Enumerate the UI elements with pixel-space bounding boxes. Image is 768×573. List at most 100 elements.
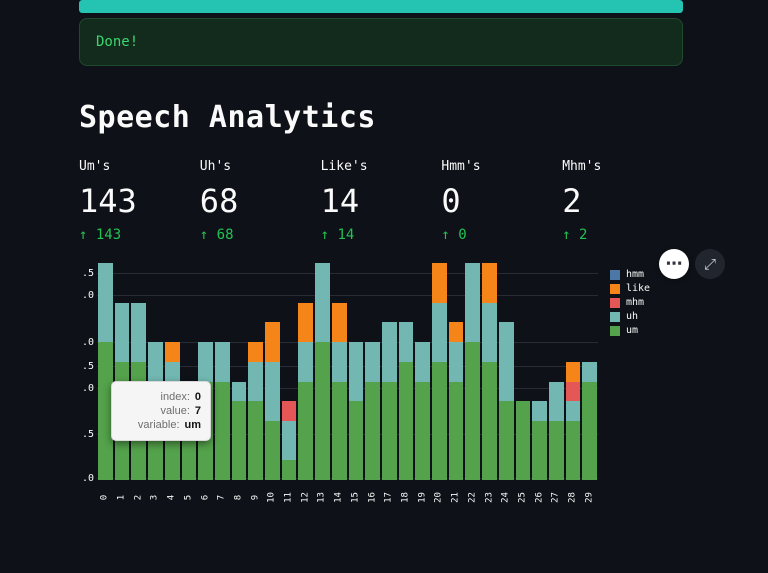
x-tick-label: 22 <box>467 492 478 504</box>
bar-segment-like[interactable] <box>164 342 180 362</box>
stacked-bar-29[interactable] <box>582 263 598 481</box>
bar-segment-like[interactable] <box>248 342 264 362</box>
stacked-bar-8[interactable] <box>231 263 247 481</box>
bar-segment-like[interactable] <box>565 361 581 382</box>
bar-segment-uh[interactable] <box>214 342 230 382</box>
bar-segment-uh[interactable] <box>148 342 163 382</box>
bar-segment-like[interactable] <box>432 263 447 303</box>
bar-segment-uh[interactable] <box>532 401 547 422</box>
stacked-bar-4[interactable] <box>164 263 180 481</box>
stacked-bar-28[interactable] <box>565 263 581 481</box>
bar-segment-um[interactable] <box>465 342 481 481</box>
bar-segment-uh[interactable] <box>448 342 464 382</box>
bar-segment-um[interactable] <box>315 342 330 481</box>
stacked-bar-20[interactable] <box>432 263 447 481</box>
gridline <box>97 273 598 275</box>
bar-segment-uh[interactable] <box>482 302 497 362</box>
bar-segment-um[interactable] <box>432 361 447 481</box>
stacked-bar-0[interactable] <box>98 263 113 481</box>
x-tick-label: 27 <box>550 492 561 504</box>
stacked-bar-5[interactable] <box>181 263 197 481</box>
stacked-bar-7[interactable] <box>214 263 230 481</box>
stacked-bar-17[interactable] <box>381 263 397 481</box>
stacked-bar-15[interactable] <box>348 263 364 481</box>
stacked-bar-21[interactable] <box>448 263 464 481</box>
bar-segment-um[interactable] <box>498 401 514 481</box>
stacked-bar-9[interactable] <box>248 263 264 481</box>
bar-segment-uh[interactable] <box>265 361 280 422</box>
bar-segment-uh[interactable] <box>114 302 130 362</box>
bar-segment-uh[interactable] <box>248 361 264 402</box>
bar-segment-um[interactable] <box>448 381 464 481</box>
bar-segment-uh[interactable] <box>131 302 147 362</box>
bar-segment-uh[interactable] <box>231 381 247 402</box>
bar-segment-um[interactable] <box>265 421 280 481</box>
bar-segment-uh[interactable] <box>465 263 481 343</box>
bar-segment-uh[interactable] <box>498 322 514 402</box>
stacked-bar-12[interactable] <box>298 263 314 481</box>
bar-segment-um[interactable] <box>482 361 497 481</box>
bar-segment-uh[interactable] <box>582 361 598 382</box>
bar-segment-uh[interactable] <box>315 263 330 343</box>
bar-segment-um[interactable] <box>365 381 380 481</box>
bar-segment-um[interactable] <box>515 401 531 481</box>
stacked-bar-19[interactable] <box>415 263 431 481</box>
bar-segment-like[interactable] <box>331 302 347 343</box>
stacked-bar-16[interactable] <box>365 263 380 481</box>
bar-segment-um[interactable] <box>398 361 414 481</box>
bar-segment-uh[interactable] <box>548 381 564 422</box>
bar-segment-um[interactable] <box>231 401 247 481</box>
bar-segment-uh[interactable] <box>348 342 364 402</box>
stacked-bar-10[interactable] <box>265 263 280 481</box>
bar-segment-um[interactable] <box>548 421 564 481</box>
stacked-bar-25[interactable] <box>515 263 531 481</box>
bar-segment-uh[interactable] <box>281 421 297 461</box>
bar-segment-like[interactable] <box>298 302 314 343</box>
stacked-bar-2[interactable] <box>131 263 147 481</box>
stacked-bar-14[interactable] <box>331 263 347 481</box>
bar-segment-uh[interactable] <box>381 322 397 382</box>
bar-segment-uh[interactable] <box>331 342 347 382</box>
bar-segment-uh[interactable] <box>432 302 447 362</box>
bar-segment-uh[interactable] <box>298 342 314 382</box>
bar-segment-um[interactable] <box>381 381 397 481</box>
bar-segment-mhm[interactable] <box>281 401 297 422</box>
more-options-button[interactable]: ⋯ <box>659 249 689 280</box>
stacked-bar-24[interactable] <box>498 263 514 481</box>
stacked-bar-11[interactable] <box>281 263 297 481</box>
bar-segment-um[interactable] <box>532 421 547 481</box>
bar-segment-uh[interactable] <box>98 263 113 343</box>
stacked-bar-13[interactable] <box>315 263 330 481</box>
bar-segment-like[interactable] <box>482 263 497 303</box>
bar-segment-uh[interactable] <box>415 342 431 382</box>
bar-segment-uh[interactable] <box>198 342 213 382</box>
stacked-bar-6[interactable] <box>198 263 213 481</box>
bar-segment-like[interactable] <box>448 322 464 343</box>
fullscreen-button[interactable]: ⤢ <box>695 249 725 280</box>
stacked-bar-26[interactable] <box>532 263 547 481</box>
metric-delta: ↑ 143 <box>79 227 122 244</box>
stacked-bar-22[interactable] <box>465 263 481 481</box>
bar-segment-um[interactable] <box>565 421 581 481</box>
bar-segment-mhm[interactable] <box>565 381 581 402</box>
stacked-bar-18[interactable] <box>398 263 414 481</box>
bar-segment-um[interactable] <box>248 401 264 481</box>
stacked-bar-1[interactable] <box>114 263 130 481</box>
y-tick-label: .0 <box>81 337 94 349</box>
bar-segment-like[interactable] <box>265 322 280 362</box>
legend-label: um <box>626 325 639 337</box>
bar-segment-uh[interactable] <box>398 322 414 362</box>
bar-segment-um[interactable] <box>331 381 347 481</box>
bar-segment-um[interactable] <box>281 460 297 481</box>
bar-segment-um[interactable] <box>582 381 598 481</box>
bar-segment-um[interactable] <box>298 381 314 481</box>
bar-segment-um[interactable] <box>214 381 230 481</box>
bar-segment-um[interactable] <box>98 342 113 481</box>
stacked-bar-3[interactable] <box>148 263 163 481</box>
stacked-bar-23[interactable] <box>482 263 497 481</box>
bar-segment-um[interactable] <box>348 401 364 481</box>
bar-segment-uh[interactable] <box>365 342 380 382</box>
bar-segment-um[interactable] <box>415 381 431 481</box>
bar-segment-uh[interactable] <box>565 401 581 422</box>
stacked-bar-27[interactable] <box>548 263 564 481</box>
